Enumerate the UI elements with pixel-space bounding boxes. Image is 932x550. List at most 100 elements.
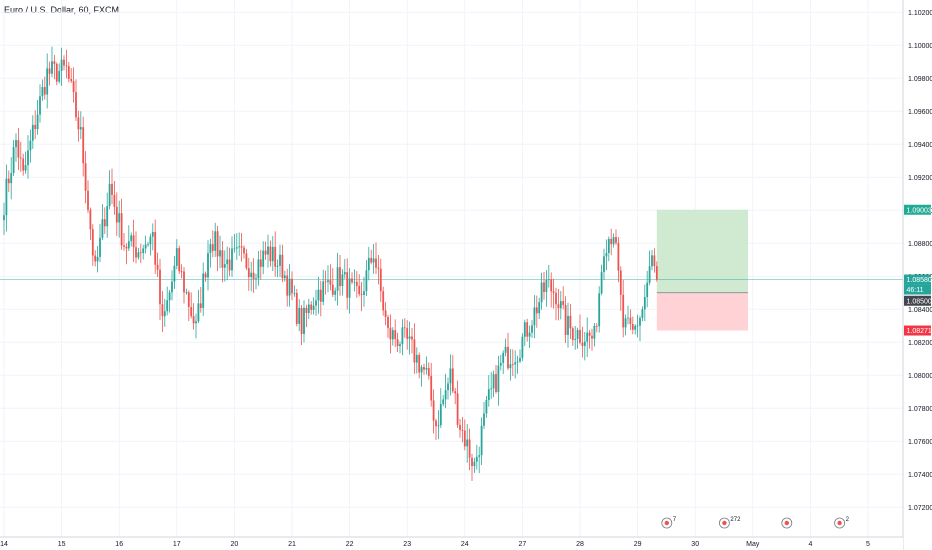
event-badge[interactable]: 7 [661,517,677,529]
candle-body [511,364,514,366]
candle [240,232,243,262]
candle-body [567,315,569,335]
candle-body [363,291,365,295]
candle-body [579,329,581,343]
event-badge[interactable] [781,517,793,529]
candle-body [12,147,15,174]
candle [149,233,152,256]
price-tick-label: 1.08400 [908,307,932,314]
candle [168,289,171,313]
candle [276,259,279,278]
stop-zone[interactable] [656,292,748,331]
candle [401,319,404,356]
candle [300,304,303,346]
candle [65,49,68,79]
candle-body [75,92,77,118]
candle [264,241,267,260]
flag-icon [722,520,727,526]
candle-body [255,278,257,280]
candle-body [103,219,106,227]
candle-body [348,278,351,298]
candle-body [526,322,529,337]
candle-body [161,304,164,317]
candle [605,239,608,271]
candle [144,235,147,254]
candle-body [581,342,584,346]
candle-body [192,316,195,324]
candle [492,370,495,398]
time-tick-label: May [746,541,760,548]
candle [579,314,581,345]
candle [624,314,627,336]
candle [142,244,145,260]
candle [29,129,32,163]
candle-body [475,456,478,462]
candle-body [245,253,248,269]
candle-body [461,430,464,431]
economic-events[interactable]: 7 272 2 [661,517,850,529]
candle-body [367,257,370,271]
candle [63,55,65,71]
candle-body [624,318,627,328]
candle [96,246,99,273]
candle-body [468,439,471,458]
candle [603,248,605,280]
candle-body [281,254,284,279]
candle-body [10,173,13,184]
candle [516,355,519,374]
time-tick-label: 5 [866,541,870,548]
candle [171,270,173,301]
candle-body [43,87,46,95]
candle-body [538,302,541,314]
candle-body [372,258,375,263]
candle [243,245,245,259]
candle [507,332,509,371]
candle-body [379,268,382,292]
candle-body [147,244,149,246]
candle [269,240,272,267]
candle-body [252,272,255,280]
candle [173,256,176,290]
time-axis-background[interactable] [0,537,903,550]
target-zone[interactable] [656,209,748,293]
candle [87,180,89,213]
candle-body [523,322,526,337]
candle-body [595,325,598,327]
candle-body [499,362,502,366]
candle [456,380,459,428]
candle-body [24,165,27,171]
candle-body [485,400,488,414]
long-position-tool[interactable] [656,209,748,331]
candle [55,62,58,86]
candle [159,258,161,321]
candle-body [125,246,128,249]
candle [490,371,493,399]
candle [607,236,610,262]
grid [0,0,903,537]
candle-body [46,68,49,95]
candle [461,416,464,443]
candle [375,242,377,274]
candle [571,326,574,346]
candle-body [317,289,320,301]
candle [499,354,502,371]
candle [627,305,629,325]
event-badge[interactable]: 2 [834,517,850,529]
candle [648,250,651,286]
candle-body [408,336,411,339]
stop-price-label-bg [904,325,931,336]
candle-body [495,374,497,392]
candle [317,276,320,314]
candle [437,410,440,440]
candle-body [175,248,178,266]
candle [331,268,334,297]
candle-body [156,264,159,270]
time-axis-labels: 14 15 16 17 20 21 22 23 24 27 28 29 30 May 4 5 [0,541,870,548]
candle-body [473,461,476,467]
event-badge[interactable]: 272 [719,517,741,529]
candle-body [331,284,334,295]
candle [195,313,197,339]
candle [425,356,428,375]
candle-body [154,231,157,265]
